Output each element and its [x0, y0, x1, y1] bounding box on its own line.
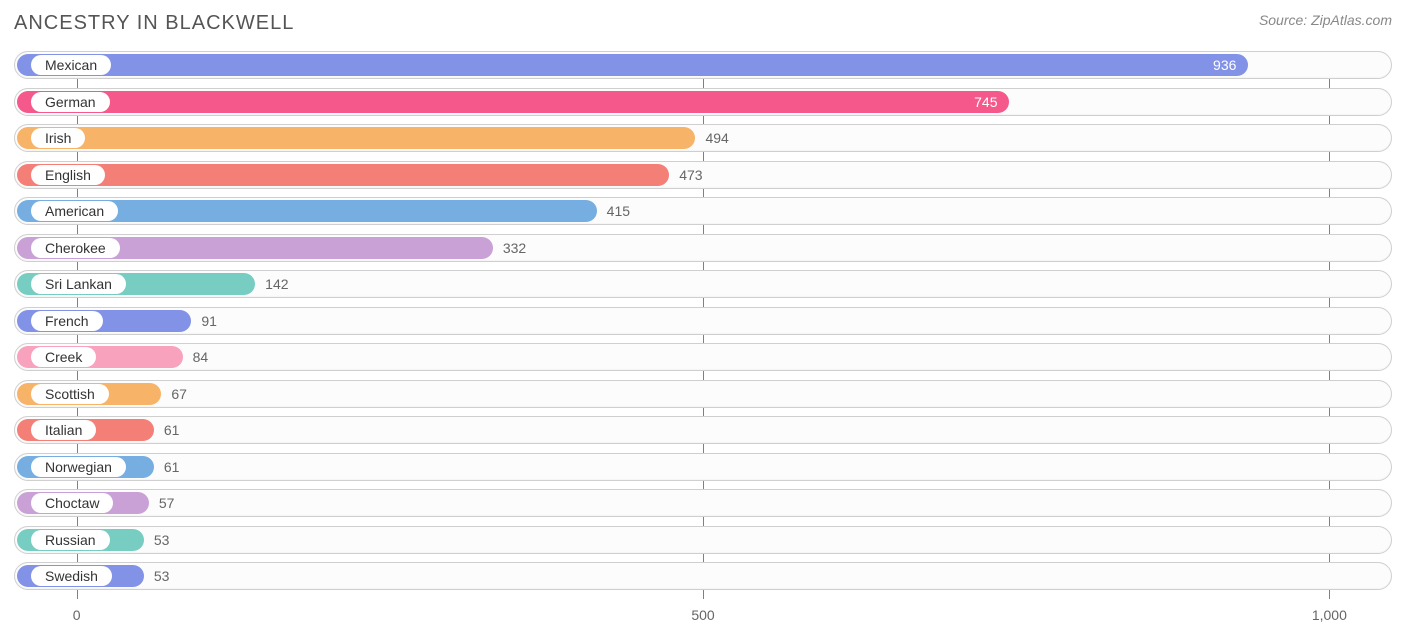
bar-value-label: 57	[159, 490, 175, 516]
chart-header: ANCESTRY IN BLACKWELL Source: ZipAtlas.c…	[14, 12, 1392, 35]
bar-value-label: 415	[607, 198, 630, 224]
bar-category-label: German	[31, 92, 110, 112]
bar-fill	[17, 54, 1248, 76]
axis-tick-label: 500	[691, 607, 714, 623]
axis-tick-label: 1,000	[1312, 607, 1347, 623]
bar-value-label: 91	[201, 308, 217, 334]
bar-row: German 745	[14, 88, 1392, 116]
bar-category-label: Norwegian	[31, 457, 126, 477]
bar-category-label: Creek	[31, 347, 96, 367]
chart-area: 0 500 1,000 Mexican 936 German 745 Irish 494 Engl…	[14, 51, 1392, 627]
chart-title: ANCESTRY IN BLACKWELL	[14, 12, 294, 35]
bar-category-label: Scottish	[31, 384, 109, 404]
bar-category-label: Sri Lankan	[31, 274, 126, 294]
bar-value-label: 494	[705, 125, 728, 151]
bar-fill	[17, 91, 1009, 113]
bar-value-label: 53	[154, 527, 170, 553]
bar-value-label: 61	[164, 417, 180, 443]
chart-source: Source: ZipAtlas.com	[1259, 12, 1392, 28]
bar-category-label: Choctaw	[31, 493, 113, 513]
bar-category-label: American	[31, 201, 118, 221]
bar-fill	[17, 127, 695, 149]
bar-row: Russian 53	[14, 526, 1392, 554]
bar-category-label: Russian	[31, 530, 110, 550]
bar-value-label: 67	[171, 381, 187, 407]
bar-row: French 91	[14, 307, 1392, 335]
bar-row: Creek 84	[14, 343, 1392, 371]
bar-row: American 415	[14, 197, 1392, 225]
bar-value-label: 332	[503, 235, 526, 261]
bar-category-label: Italian	[31, 420, 96, 440]
bar-category-label: Irish	[31, 128, 85, 148]
bar-category-label: Mexican	[31, 55, 111, 75]
bar-row: English 473	[14, 161, 1392, 189]
bar-row: Norwegian 61	[14, 453, 1392, 481]
bar-value-label: 53	[154, 563, 170, 589]
bar-category-label: English	[31, 165, 105, 185]
bar-value-label: 61	[164, 454, 180, 480]
bar-fill	[17, 164, 669, 186]
bar-category-label: Cherokee	[31, 238, 120, 258]
bar-value-label: 745	[974, 89, 997, 115]
bar-row: Mexican 936	[14, 51, 1392, 79]
bar-value-label: 84	[193, 344, 209, 370]
bar-value-label: 473	[679, 162, 702, 188]
bar-category-label: French	[31, 311, 103, 331]
bar-row: Sri Lankan 142	[14, 270, 1392, 298]
axis-tick-label: 0	[73, 607, 81, 623]
bar-value-label: 936	[1213, 52, 1236, 78]
bar-value-label: 142	[265, 271, 288, 297]
bar-category-label: Swedish	[31, 566, 112, 586]
bar-row: Cherokee 332	[14, 234, 1392, 262]
bar-row: Scottish 67	[14, 380, 1392, 408]
bar-row: Italian 61	[14, 416, 1392, 444]
bar-row: Choctaw 57	[14, 489, 1392, 517]
bar-row: Swedish 53	[14, 562, 1392, 590]
bar-row: Irish 494	[14, 124, 1392, 152]
